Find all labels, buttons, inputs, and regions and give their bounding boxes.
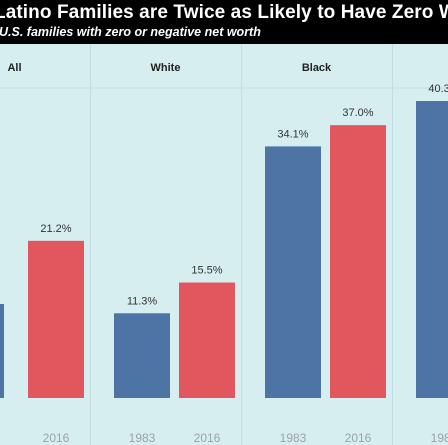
data-label-black-1983: 34.1% (277, 128, 308, 140)
facet-label-all: All (7, 62, 21, 74)
bar-all-2016 (28, 240, 84, 398)
bar-white-2016 (179, 282, 235, 398)
data-label-black-2016: 37.0% (342, 107, 373, 119)
bar-black-1983 (265, 146, 321, 398)
chart-header: Latino Families are Twice as Likely to H… (0, 0, 448, 44)
facet-label-black: Black (302, 62, 332, 74)
tick-label-black-1983: 1983 (280, 431, 307, 445)
tick-label-all-2016: 2016 (43, 431, 70, 445)
data-label-facet-3-1983: 40.3% (428, 83, 448, 95)
tick-label-black-2016: 2016 (345, 431, 372, 445)
tick-label-white-2016: 2016 (194, 431, 221, 445)
bar-all-1983-partial (0, 304, 4, 398)
tick-label-white-1983: 1983 (129, 431, 156, 445)
data-label-all-2016: 21.2% (40, 223, 71, 235)
facet-label-white: White (151, 62, 181, 74)
chart-subtitle: U.S. families with zero or negative net … (0, 25, 261, 39)
data-label-white-1983: 11.3% (127, 295, 158, 307)
chart-title: Latino Families are Twice as Likely to H… (0, 2, 448, 23)
tick-label-facet-3-1983: 1983 (431, 431, 448, 445)
data-label-white-2016: 15.5% (191, 265, 222, 277)
bar-black-2016 (330, 125, 386, 398)
bar-white-1983 (114, 313, 170, 398)
bar-chart: All 21.2% 2016 White 11.3% 1983 15.5% 2016 Black… (0, 44, 448, 445)
bar-facet-3-1983 (416, 101, 448, 398)
